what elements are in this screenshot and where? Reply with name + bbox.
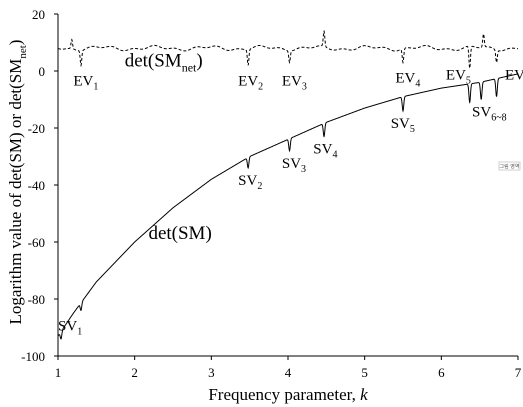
annotation-sv1: SV1 [58, 318, 82, 337]
curve-label-det-sm-net: det(SMnet) [125, 51, 203, 75]
annotation-ev6: EV6 [505, 68, 523, 87]
y-tick-label: 20 [32, 7, 45, 22]
y-axis-title: Logarithm value of det(SM) or det(SMnet) [6, 40, 29, 325]
axes: 1 2 3 4 5 6 7 20 0 -20 -40 -60 -80 -100 [21, 7, 522, 380]
annotation-ev5: EV5 [446, 68, 471, 87]
x-axis-title: Frequency parameter, k [208, 385, 368, 404]
series-det-sm-line [57, 73, 519, 340]
series-layer [57, 30, 519, 340]
curve-label-det-sm: det(SM) [148, 223, 211, 244]
annotation-ev3: EV3 [282, 73, 307, 92]
y-tick-label: -100 [21, 349, 45, 364]
y-tick-label: -80 [28, 292, 45, 307]
annotation-sv5: SV5 [391, 116, 415, 135]
x-tick-label: 7 [515, 365, 522, 380]
x-tick-label: 2 [131, 365, 138, 380]
x-tick-label: 1 [55, 365, 62, 380]
y-tick-label: -60 [28, 235, 45, 250]
x-tick-label: 3 [208, 365, 215, 380]
chart-menu-badge[interactable]: 그림 영역 [498, 161, 521, 171]
y-tick-label: -40 [28, 178, 45, 193]
annotation-ev1: EV1 [73, 73, 98, 92]
annotation-ev2: EV2 [238, 73, 263, 92]
annotation-ev4: EV4 [395, 70, 420, 89]
series-det-sm-net-line [57, 30, 519, 70]
annotation-sv4: SV4 [313, 142, 337, 161]
annotation-sv3: SV3 [282, 156, 306, 175]
svg-text:그림 영역: 그림 영역 [500, 163, 520, 170]
y-tick-label: -20 [28, 121, 45, 136]
annotation-layer: EV1 EV2 EV3 EV4 EV5 EV6 SV1 SV2 SV3 SV4 SV5 SV6~8 de… [58, 51, 523, 338]
x-tick-label: 5 [361, 365, 368, 380]
x-tick-label: 6 [438, 365, 445, 380]
annotation-sv2: SV2 [238, 173, 262, 192]
annotation-sv68: SV6~8 [472, 105, 507, 124]
y-tick-label: 0 [39, 64, 46, 79]
x-tick-label: 4 [285, 365, 292, 380]
